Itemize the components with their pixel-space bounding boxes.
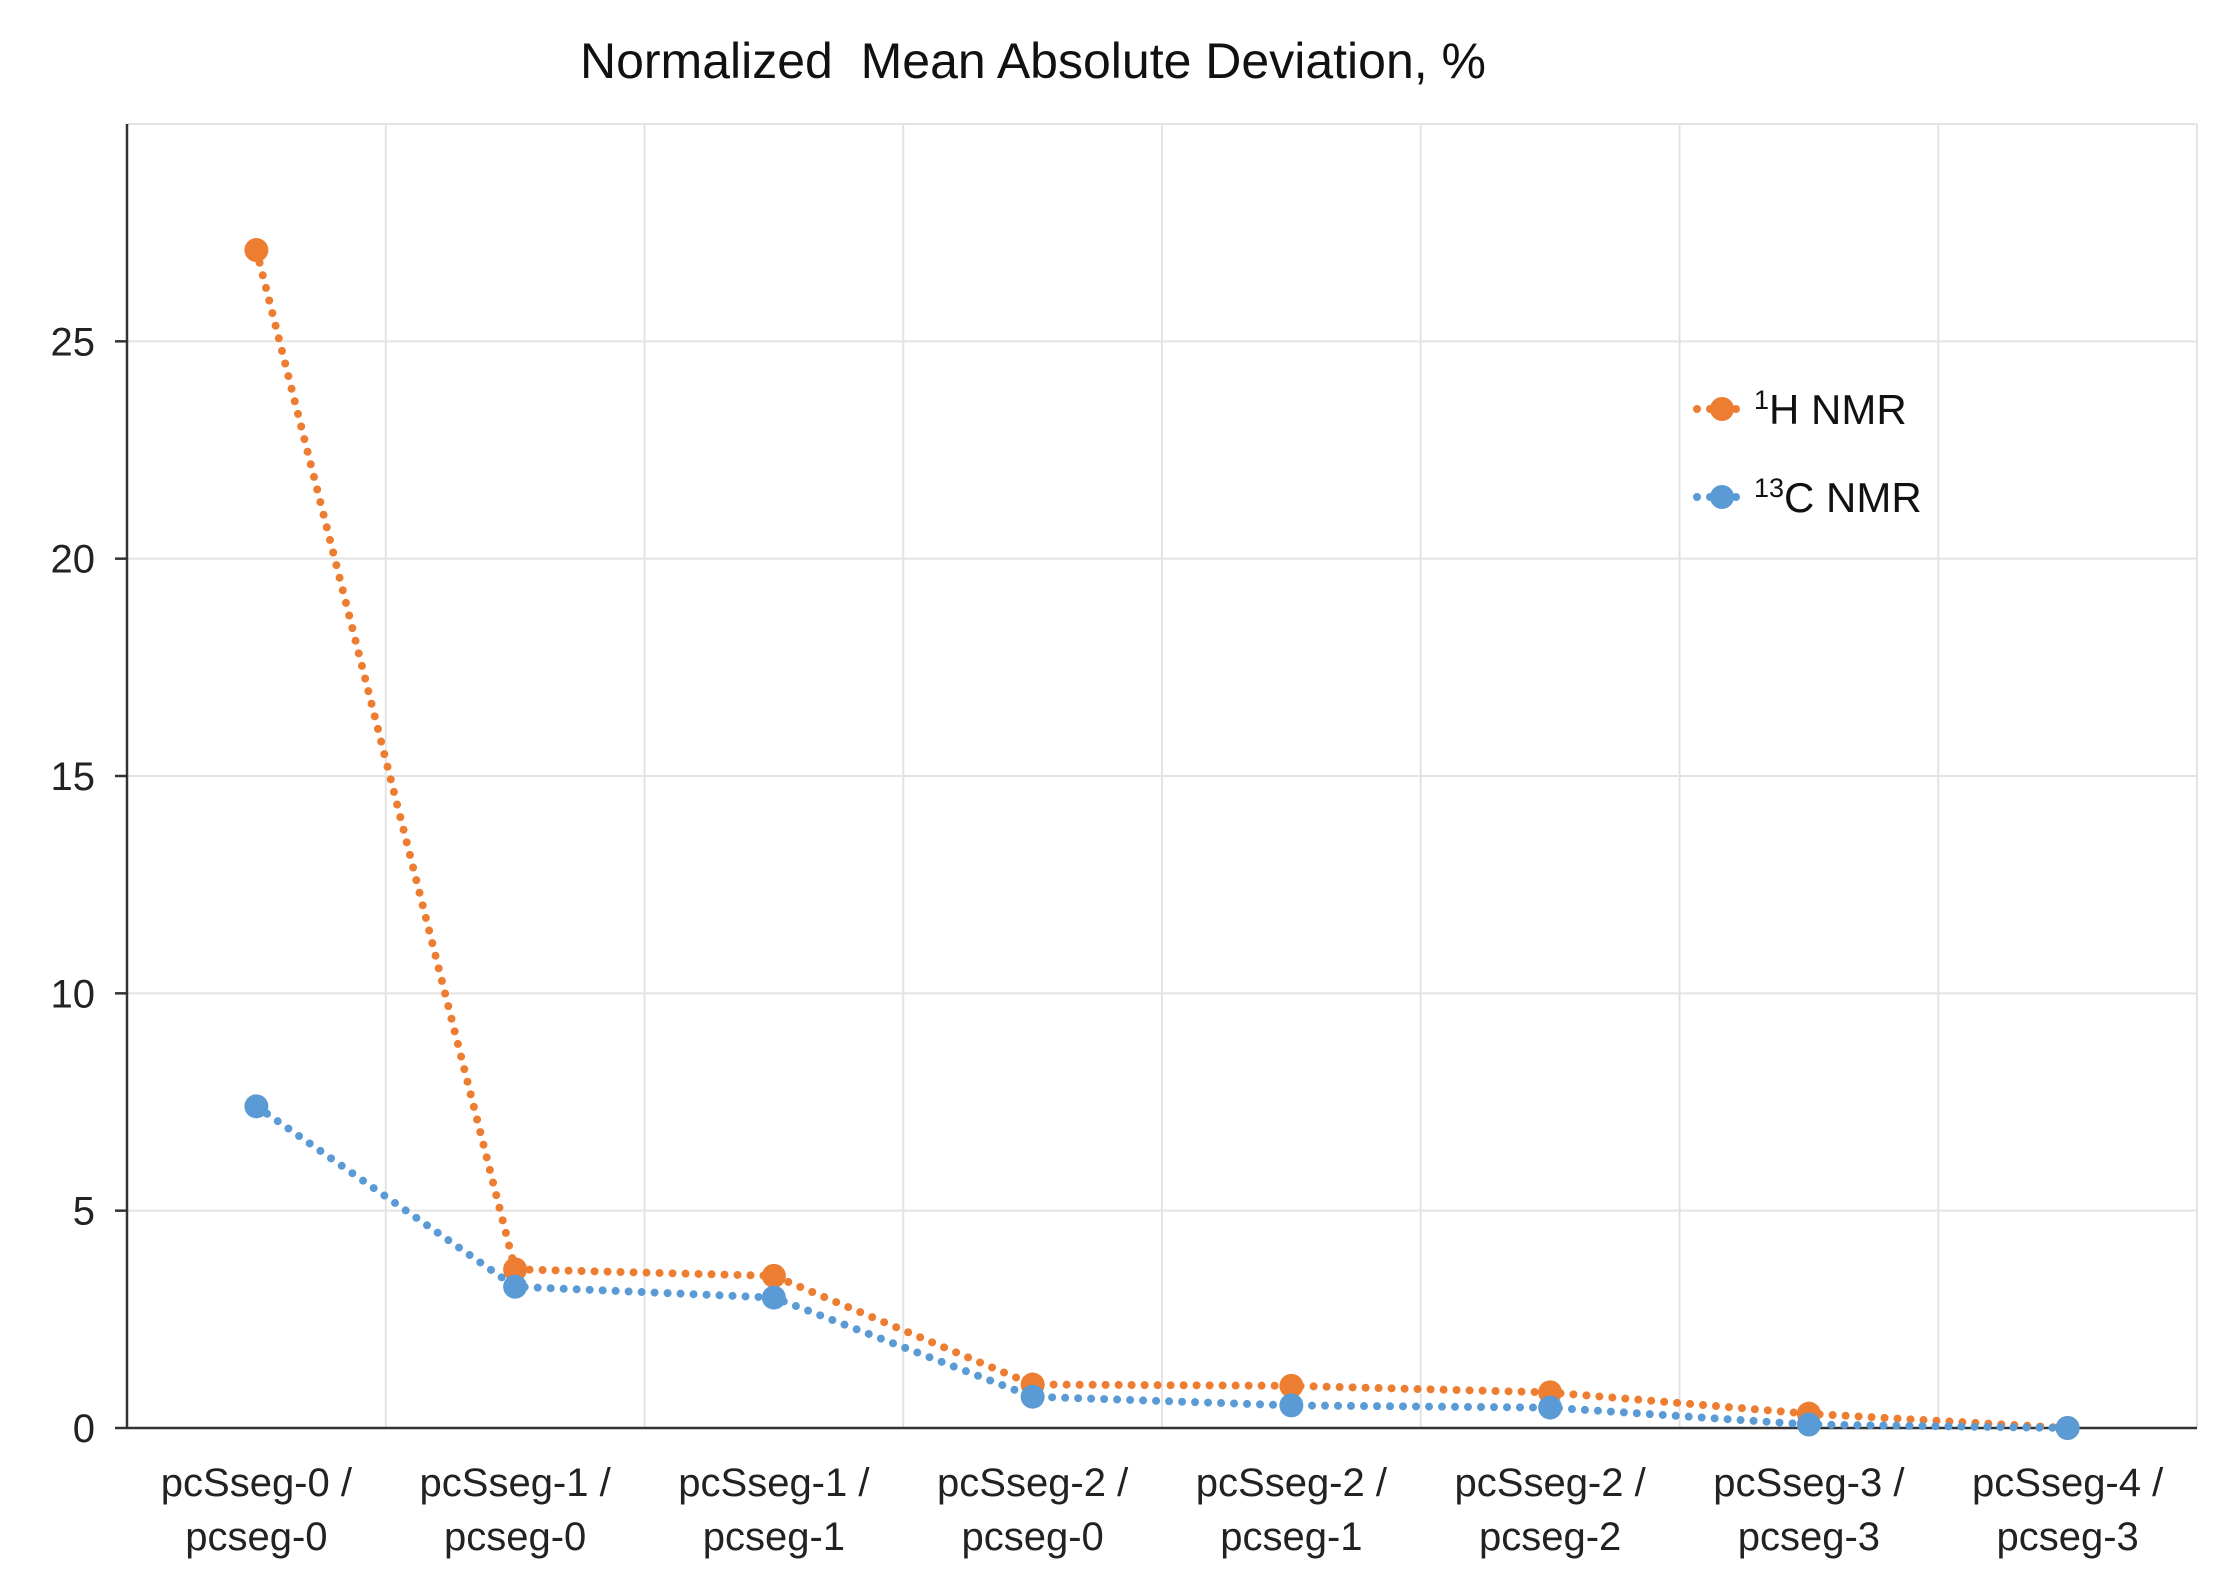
legend-marker xyxy=(1710,485,1734,509)
y-tick-label: 0 xyxy=(73,1407,95,1451)
legend-label-superscript: 1 xyxy=(1754,385,1769,415)
x-category-label: pcSseg-1 / xyxy=(420,1461,612,1505)
x-category-label: pcSseg-2 / xyxy=(1196,1461,1388,1505)
data-point xyxy=(1279,1393,1304,1418)
x-category-label: pcSseg-0 / xyxy=(161,1461,353,1505)
data-point xyxy=(244,1094,269,1119)
x-category-label: pcseg-3 xyxy=(1738,1515,1880,1559)
series-line xyxy=(252,1102,2072,1432)
y-tick-label: 5 xyxy=(73,1190,95,1234)
legend-entry: 1H NMR xyxy=(1693,385,1907,433)
legend-label-text: C NMR xyxy=(1784,474,1922,521)
chart-title: Normalized Mean Absolute Deviation, % xyxy=(580,33,1486,89)
x-category-label: pcseg-1 xyxy=(1220,1515,1362,1559)
legend-marker xyxy=(1710,397,1734,421)
data-point xyxy=(244,238,269,263)
x-category-label: pcSseg-4 / xyxy=(1972,1461,2164,1505)
data-point xyxy=(1538,1395,1563,1420)
y-tick-label: 25 xyxy=(51,320,96,364)
legend-label: 1H NMR xyxy=(1754,385,1907,433)
x-category-label: pcseg-0 xyxy=(185,1515,327,1559)
y-axis-ticks: 0 5 10 15 20 25 xyxy=(51,320,127,1451)
data-point xyxy=(1020,1384,1045,1409)
series-line xyxy=(252,246,2072,1432)
y-tick-label: 20 xyxy=(51,538,96,582)
y-tick-label: 10 xyxy=(51,972,96,1016)
data-point xyxy=(1279,1373,1304,1398)
x-category-label: pcSseg-2 / xyxy=(937,1461,1129,1505)
data-point xyxy=(1796,1412,1821,1437)
x-category-label: pcseg-3 xyxy=(1996,1515,2138,1559)
x-category-label: pcseg-1 xyxy=(703,1515,845,1559)
x-category-label: pcSseg-1 / xyxy=(678,1461,870,1505)
x-category-label: pcseg-0 xyxy=(444,1515,586,1559)
legend-label-text: H NMR xyxy=(1769,386,1907,433)
data-point xyxy=(503,1257,528,1282)
data-point xyxy=(761,1285,786,1310)
data-point xyxy=(2055,1416,2080,1440)
x-category-label: pcSseg-2 / xyxy=(1455,1461,1647,1505)
x-category-label: pcSseg-3 / xyxy=(1713,1461,1905,1505)
grid xyxy=(127,123,2198,1428)
series xyxy=(244,238,2080,1440)
legend-entry: 13C NMR xyxy=(1693,473,1922,521)
x-category-label: pcseg-0 xyxy=(961,1515,1103,1559)
legend: 1H NMR 13C NMR xyxy=(1693,385,1922,521)
series-13c-nmr xyxy=(244,1094,2080,1440)
data-point xyxy=(761,1263,786,1288)
y-tick-label: 15 xyxy=(51,755,96,799)
legend-label: 13C NMR xyxy=(1754,473,1922,521)
x-axis-categories: pcSseg-0 / pcseg-0 pcSseg-1 / pcseg-0 pcSseg… xyxy=(161,1461,2164,1559)
x-category-label: pcseg-2 xyxy=(1479,1515,1621,1559)
data-point xyxy=(503,1274,528,1299)
legend-label-superscript: 13 xyxy=(1754,473,1784,503)
